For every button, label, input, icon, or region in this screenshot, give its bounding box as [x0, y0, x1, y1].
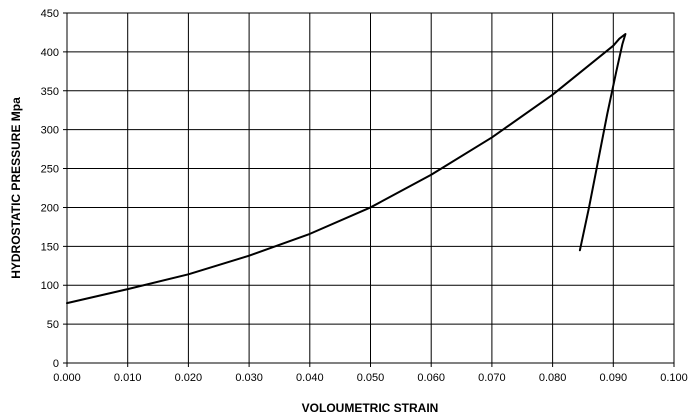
y-tick-label: 50 [47, 319, 59, 331]
x-tick-label: 0.030 [235, 372, 263, 384]
x-tick-label: 0.060 [417, 372, 445, 384]
x-tick-label: 0.070 [478, 372, 506, 384]
x-tick-label: 0.020 [175, 372, 203, 384]
y-tick-label: 200 [41, 202, 59, 214]
x-tick-label: 0.080 [539, 372, 567, 384]
plot-frame [66, 12, 675, 364]
x-tick-label: 0.050 [357, 372, 385, 384]
y-tick-label: 450 [41, 8, 59, 20]
y-tick-label: 0 [53, 358, 59, 370]
x-tick-labels: 0.000 0.010 0.020 0.030 0.040 0.050 0.060 0.070… [53, 372, 688, 384]
series-line-0 [66, 33, 627, 305]
x-tick-label: 0.040 [296, 372, 324, 384]
y-tick-label: 400 [41, 47, 59, 59]
x-tick-label: 0.100 [660, 372, 688, 384]
y-tick-label: 300 [41, 125, 59, 137]
x-tick-label: 0.000 [53, 372, 81, 384]
x-tick-label: 0.090 [600, 372, 628, 384]
gridlines [63, 12, 675, 367]
series-layer [66, 33, 627, 305]
y-tick-label: 250 [41, 164, 59, 176]
x-axis-title: VOLOUMETRIC STRAIN [302, 401, 439, 415]
x-tick-label: 0.010 [114, 372, 142, 384]
y-tick-label: 350 [41, 86, 59, 98]
y-tick-label: 100 [41, 280, 59, 292]
y-axis-title: HYDROSTATIC PRESSURE Mpa [9, 97, 23, 279]
y-tick-labels: 0 50 100 150 200 250 300 350 400 450 [41, 8, 59, 370]
y-tick-label: 150 [41, 241, 59, 253]
